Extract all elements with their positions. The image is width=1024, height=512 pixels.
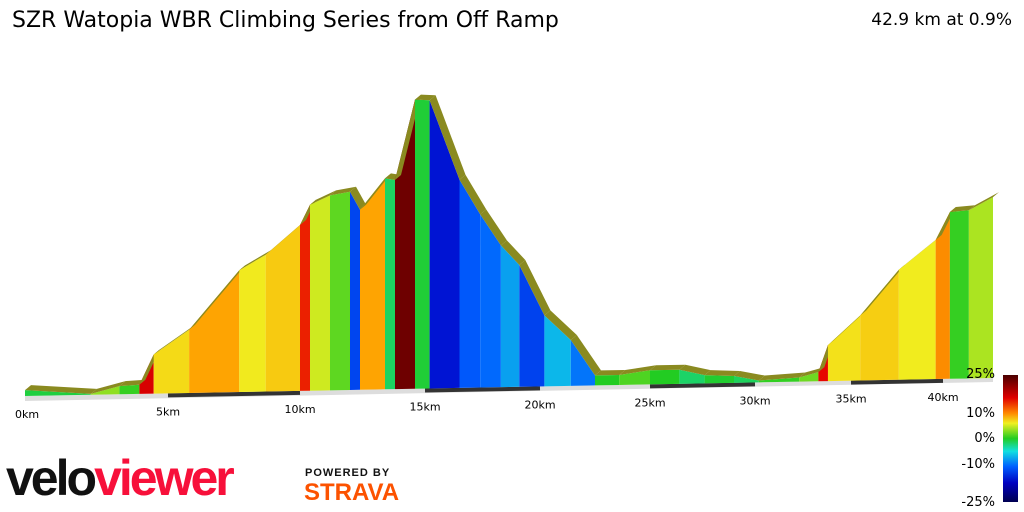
x-tick-label: 30km	[739, 394, 770, 407]
profile-segment	[25, 390, 91, 396]
profile-segment	[239, 254, 266, 393]
profile-top-edge	[265, 219, 306, 255]
profile-segment	[799, 372, 819, 382]
profile-segment	[827, 315, 861, 382]
profile-segment	[330, 191, 350, 391]
profile-segment	[300, 204, 310, 391]
profile-segment	[500, 245, 520, 388]
profile-top-edge	[25, 385, 97, 394]
route-summary: 42.9 km at 0.9%	[871, 10, 1012, 30]
profile-segment	[734, 375, 759, 383]
profile-top-edge	[119, 379, 146, 387]
profile-top-edge	[619, 365, 656, 375]
x-tick-label: 40km	[927, 391, 958, 404]
profile-segment	[570, 339, 595, 386]
profile-segment	[595, 374, 620, 386]
profile-segment	[480, 214, 501, 388]
legend-label: -25%	[961, 495, 995, 510]
x-tick-label: 0km	[15, 408, 39, 421]
profile-top-edge	[239, 249, 272, 271]
x-tick-label: 25km	[634, 396, 665, 409]
profile-segment	[153, 329, 190, 394]
profile-segment	[429, 100, 460, 389]
profile-segments	[25, 94, 999, 401]
legend-label: 0%	[974, 431, 995, 446]
profile-top-edge	[350, 186, 366, 210]
legend-label: 25%	[966, 367, 995, 382]
distance-axis-band	[850, 378, 944, 385]
profile-segment	[758, 377, 800, 383]
profile-segment	[704, 375, 734, 384]
strava-logo[interactable]: STRAVA	[304, 479, 400, 506]
profile-top-edge	[429, 95, 466, 180]
profile-top-edge	[189, 265, 246, 330]
profile-top-edge	[544, 310, 577, 340]
profile-top-edge	[500, 240, 526, 265]
distance-axis-band	[167, 390, 301, 398]
veloviewer-logo[interactable]: veloviewer	[6, 450, 235, 506]
profile-segment	[544, 315, 571, 387]
profile-top-edge	[330, 186, 356, 196]
x-tick-label: 5km	[156, 405, 180, 418]
profile-top-edge	[519, 259, 551, 316]
profile-top-edge	[734, 370, 765, 381]
profile-segment	[935, 211, 950, 380]
profile-segment	[119, 384, 140, 395]
profile-top-edge	[704, 370, 740, 376]
profile-top-edge	[570, 334, 601, 376]
distance-axis-band	[649, 382, 756, 389]
profile-top-edge	[799, 367, 825, 378]
profile-segment	[459, 179, 481, 388]
profile-top-edge	[360, 173, 391, 210]
profile-segment	[519, 264, 545, 387]
profile-top-edge	[595, 369, 626, 376]
profile-segment	[949, 210, 969, 379]
profile-segment	[968, 197, 993, 379]
profile-segment	[619, 370, 650, 385]
profile-top-edge	[310, 190, 336, 205]
profile-segment	[360, 178, 385, 390]
profile-segment	[679, 369, 705, 384]
profile-top-edge	[480, 209, 507, 246]
profile-top-edge	[153, 324, 196, 355]
profile-segment	[415, 99, 430, 389]
profile-segment	[189, 270, 240, 393]
powered-by-label: POWERED BY	[305, 467, 391, 479]
profile-segment	[310, 195, 330, 391]
page-title: SZR Watopia WBR Climbing Series from Off…	[12, 8, 559, 33]
x-tick-label: 10km	[284, 403, 315, 416]
profile-top-edge	[968, 192, 999, 211]
profile-top-edge	[758, 372, 806, 381]
profile-segment	[90, 386, 120, 395]
profile-top-edge	[898, 234, 942, 270]
profile-top-edge	[395, 94, 421, 181]
profile-segment	[898, 239, 936, 380]
gradient-legend-bar	[1003, 375, 1018, 502]
profile-top-edge	[860, 264, 905, 316]
legend-label: 10%	[966, 406, 995, 421]
legend-label: -10%	[961, 457, 995, 472]
profile-top-edge	[650, 364, 686, 371]
profile-segment	[650, 369, 680, 385]
x-tick-label: 15km	[409, 401, 440, 414]
profile-top-edge	[415, 94, 436, 101]
x-axis-ticks: 0km 5km 10km 15km 20km 25km 30km 35km 40km	[15, 391, 959, 421]
x-tick-label: 20km	[524, 398, 555, 411]
profile-top-edge	[679, 364, 711, 376]
profile-top-edge	[90, 381, 126, 394]
profile-segment	[860, 269, 899, 381]
profile-top-edge	[827, 310, 867, 346]
profile-top-edge	[459, 174, 487, 215]
profile-segment	[350, 191, 360, 390]
distance-axis-band	[424, 386, 541, 393]
profile-segment	[385, 178, 395, 390]
profile-segment	[265, 224, 300, 392]
profile-top-edge	[949, 205, 975, 212]
x-tick-label: 35km	[835, 393, 866, 406]
